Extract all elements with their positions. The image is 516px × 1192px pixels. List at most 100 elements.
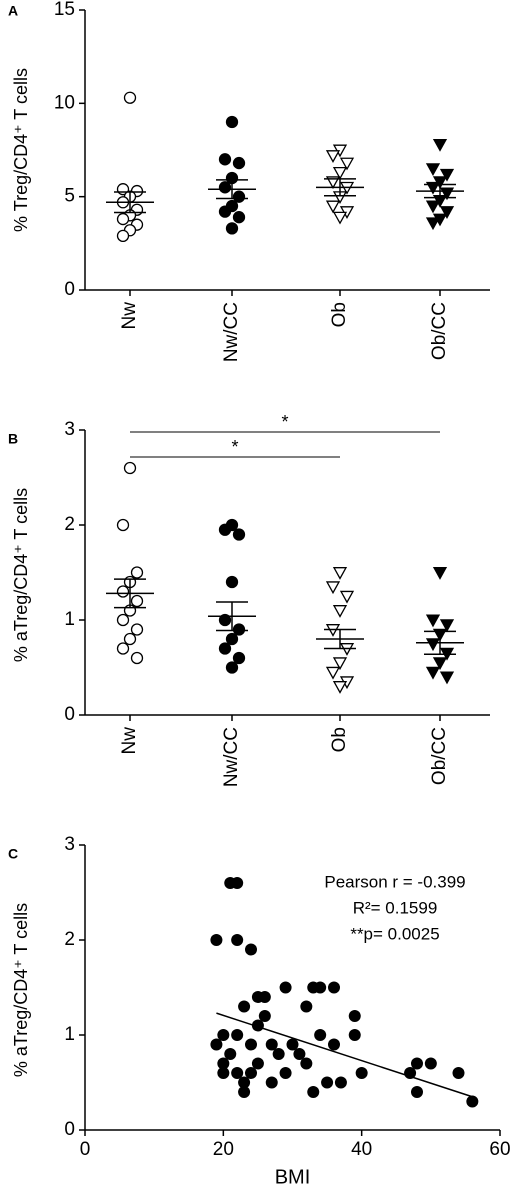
- data-point: [265, 1038, 278, 1051]
- data-point: [251, 1019, 264, 1032]
- x-tick-label: 20: [213, 1139, 234, 1160]
- data-point: [432, 138, 448, 152]
- data-point: [130, 566, 144, 579]
- data-point: [258, 1010, 271, 1022]
- data-point: [355, 1067, 368, 1079]
- data-point: [425, 163, 441, 177]
- data-point: [332, 567, 348, 580]
- data-point: [218, 205, 232, 218]
- data-point: [332, 681, 348, 694]
- data-point: [348, 1010, 361, 1022]
- data-point: [425, 200, 441, 214]
- y-tick-label: 0: [64, 279, 75, 300]
- data-point: [325, 666, 341, 680]
- x-tick-label: Ob: [329, 727, 350, 752]
- data-point: [314, 1029, 327, 1041]
- data-point: [116, 613, 130, 627]
- annotation: **p= 0.0025: [350, 924, 439, 943]
- y-tick-label: 15: [54, 0, 75, 20]
- annotation: R²= 0.1599: [353, 898, 438, 917]
- x-tick-label: Nw/CC: [221, 727, 242, 787]
- data-point: [217, 1067, 230, 1079]
- data-point: [245, 1038, 257, 1051]
- panel-label: B: [8, 431, 18, 447]
- data-point: [123, 91, 137, 104]
- y-tick-label: 2: [64, 514, 75, 535]
- data-point: [425, 666, 441, 680]
- data-point: [411, 1086, 423, 1098]
- x-tick-label: Ob/CC: [429, 727, 450, 785]
- data-point: [300, 1057, 313, 1070]
- data-point: [439, 206, 455, 219]
- data-point: [466, 1095, 479, 1108]
- data-point: [232, 190, 246, 203]
- data-point: [123, 632, 137, 646]
- data-point: [231, 1029, 244, 1041]
- y-axis-label: % aTreg/CD4⁺ T cells: [11, 488, 31, 662]
- x-tick-label: 60: [489, 1139, 510, 1160]
- data-point: [293, 1048, 306, 1060]
- data-point: [332, 166, 348, 180]
- data-point: [130, 594, 144, 608]
- data-point: [225, 222, 239, 235]
- data-point: [225, 115, 239, 129]
- data-point: [231, 877, 244, 889]
- data-point: [218, 523, 232, 536]
- y-tick-label: 5: [64, 186, 75, 207]
- data-point: [258, 991, 271, 1003]
- data-point: [238, 1000, 251, 1013]
- data-point: [332, 605, 348, 618]
- y-tick-label: 0: [64, 704, 75, 725]
- data-point: [245, 943, 257, 956]
- significance-label: *: [281, 412, 288, 432]
- data-point: [116, 229, 130, 243]
- data-point: [328, 1038, 340, 1051]
- x-tick-label: Ob: [329, 302, 350, 327]
- y-tick-label: 0: [64, 1119, 75, 1140]
- x-tick-label: Nw: [119, 727, 140, 755]
- data-point: [217, 1057, 230, 1070]
- data-point: [232, 651, 246, 665]
- data-point: [116, 212, 130, 226]
- data-point: [217, 1029, 230, 1041]
- data-point: [218, 181, 232, 194]
- data-point: [225, 575, 239, 589]
- panel-label: A: [8, 3, 18, 19]
- regression-line: [216, 1012, 473, 1098]
- data-point: [238, 1076, 251, 1089]
- y-tick-label: 1: [64, 609, 75, 630]
- data-point: [232, 211, 246, 224]
- x-tick-label: 0: [80, 1139, 91, 1160]
- y-tick-label: 1: [64, 1024, 75, 1045]
- data-point: [325, 150, 341, 163]
- data-point: [218, 642, 232, 655]
- x-tick-label: Ob/CC: [429, 302, 450, 360]
- data-point: [210, 934, 223, 946]
- data-point: [307, 1086, 320, 1098]
- annotation: Pearson r = -0.399: [324, 872, 465, 891]
- x-tick-label: 40: [351, 1139, 372, 1160]
- data-point: [272, 1048, 285, 1060]
- data-point: [224, 1048, 237, 1060]
- data-point: [232, 623, 246, 636]
- data-point: [130, 651, 144, 665]
- data-point: [300, 1000, 313, 1013]
- data-point: [314, 981, 327, 994]
- data-point: [439, 168, 455, 182]
- data-point: [332, 657, 348, 671]
- data-point: [279, 981, 292, 994]
- data-point: [425, 638, 441, 652]
- data-point: [232, 156, 246, 170]
- x-tick-label: Nw: [119, 302, 140, 330]
- data-point: [328, 981, 340, 994]
- data-point: [432, 657, 448, 671]
- data-point: [425, 217, 441, 231]
- data-point: [424, 1057, 437, 1070]
- data-point: [339, 590, 355, 604]
- data-point: [279, 1067, 292, 1079]
- y-tick-label: 10: [54, 92, 75, 113]
- y-axis-label: % Treg/CD4⁺ T cells: [11, 68, 31, 232]
- data-point: [225, 661, 239, 674]
- data-point: [321, 1076, 334, 1089]
